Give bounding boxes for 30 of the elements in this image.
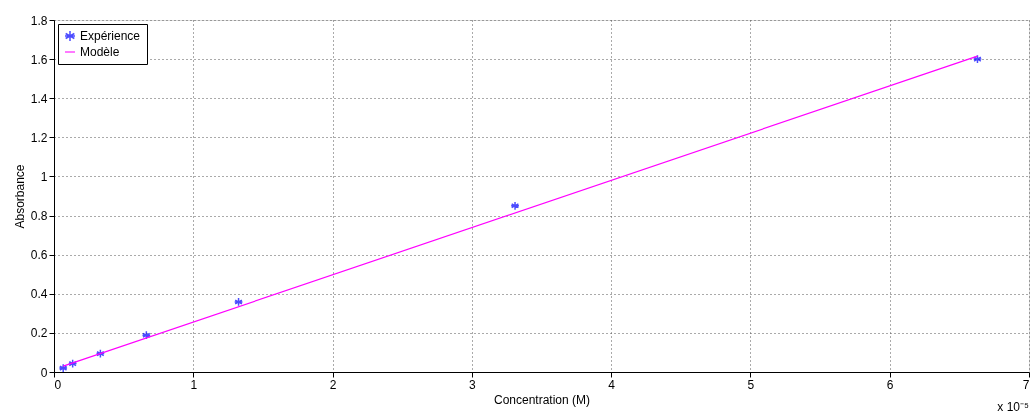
y-tick-label: 1.2 bbox=[30, 130, 48, 145]
x-tick-label: 2 bbox=[329, 377, 337, 392]
x-tick-label: 7 bbox=[1022, 377, 1030, 392]
point bbox=[972, 54, 983, 64]
y-tick-label: 0.2 bbox=[30, 326, 48, 341]
text: x 10⁻⁵ bbox=[997, 400, 1030, 414]
x-tick-label: 5 bbox=[747, 377, 755, 392]
y-tick-label: 0.4 bbox=[30, 287, 48, 302]
point bbox=[233, 297, 244, 307]
x-tick-label: 6 bbox=[886, 377, 894, 392]
point bbox=[510, 201, 520, 211]
point bbox=[95, 348, 106, 359]
x-tick-label: 4 bbox=[608, 377, 616, 392]
x-axis-title: Concentration (M) bbox=[493, 392, 591, 407]
x-tick-label: 3 bbox=[469, 377, 477, 392]
y-axis-title: Absorbance bbox=[12, 164, 27, 229]
y-tick-label: 1 bbox=[40, 169, 48, 184]
legend-label: Expérience bbox=[80, 29, 141, 43]
y-tick-label: 0.6 bbox=[30, 248, 48, 263]
y-tick-label: 1.4 bbox=[30, 91, 48, 106]
point bbox=[68, 358, 78, 369]
x-tick-label: 0 bbox=[54, 377, 62, 392]
y-tick-label: 0 bbox=[40, 365, 48, 380]
x-tick-label: 1 bbox=[190, 377, 198, 392]
point bbox=[141, 330, 151, 340]
y-tick-label: 1.8 bbox=[30, 13, 48, 28]
legend-label: Modèle bbox=[80, 45, 120, 59]
y-tick-label: 1.6 bbox=[30, 52, 48, 67]
y-tick-label: 0.8 bbox=[30, 209, 48, 224]
point bbox=[58, 363, 68, 373]
